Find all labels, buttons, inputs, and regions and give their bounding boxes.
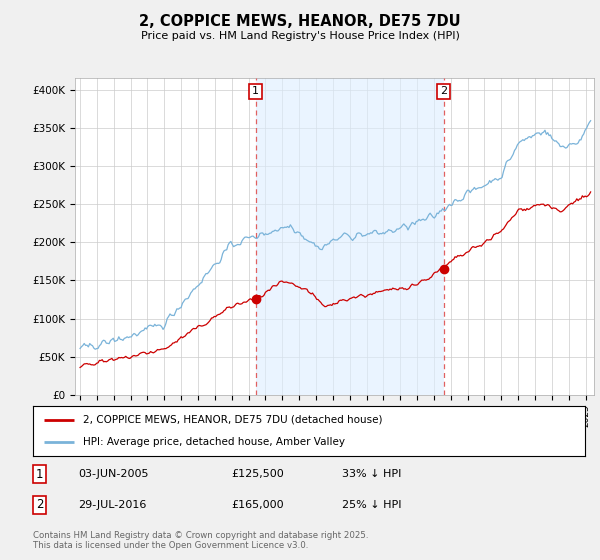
Text: £125,500: £125,500 xyxy=(231,469,284,479)
Text: Contains HM Land Registry data © Crown copyright and database right 2025.
This d: Contains HM Land Registry data © Crown c… xyxy=(33,531,368,550)
Text: HPI: Average price, detached house, Amber Valley: HPI: Average price, detached house, Ambe… xyxy=(83,437,344,447)
Text: 33% ↓ HPI: 33% ↓ HPI xyxy=(342,469,401,479)
Text: 2: 2 xyxy=(36,498,44,511)
Text: 2, COPPICE MEWS, HEANOR, DE75 7DU: 2, COPPICE MEWS, HEANOR, DE75 7DU xyxy=(139,14,461,29)
Text: 29-JUL-2016: 29-JUL-2016 xyxy=(78,500,146,510)
Text: 1: 1 xyxy=(36,468,44,480)
Text: 1: 1 xyxy=(252,86,259,96)
Text: £165,000: £165,000 xyxy=(231,500,284,510)
Bar xyxy=(256,78,443,395)
Text: Price paid vs. HM Land Registry's House Price Index (HPI): Price paid vs. HM Land Registry's House … xyxy=(140,31,460,41)
Text: 2, COPPICE MEWS, HEANOR, DE75 7DU (detached house): 2, COPPICE MEWS, HEANOR, DE75 7DU (detac… xyxy=(83,414,382,424)
Text: 2: 2 xyxy=(440,86,447,96)
Text: 03-JUN-2005: 03-JUN-2005 xyxy=(78,469,149,479)
Text: 25% ↓ HPI: 25% ↓ HPI xyxy=(342,500,401,510)
